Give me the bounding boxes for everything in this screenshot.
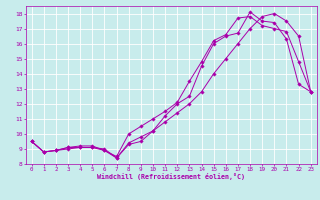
X-axis label: Windchill (Refroidissement éolien,°C): Windchill (Refroidissement éolien,°C): [97, 173, 245, 180]
